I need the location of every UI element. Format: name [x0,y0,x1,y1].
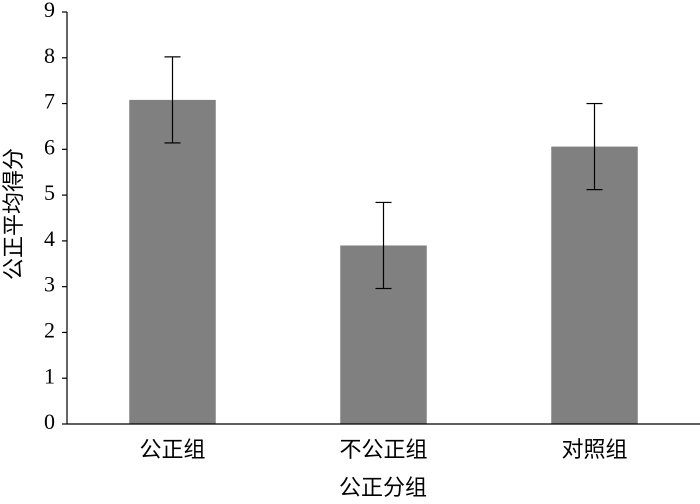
x-tick-label: 不公正组 [339,437,427,462]
y-tick-label: 1 [44,363,55,388]
y-tick-label: 4 [44,226,55,251]
bar [551,146,638,424]
y-tick-label: 0 [44,409,55,434]
y-tick-label: 2 [44,317,55,342]
x-tick-label: 对照组 [561,437,627,462]
y-tick-label: 9 [44,0,55,22]
x-axis-label: 公正分组 [339,475,427,500]
y-tick-label: 3 [44,272,55,297]
y-tick-label: 7 [44,89,55,114]
y-axis-label: 公正平均得分 [1,148,26,280]
y-tick-label: 8 [44,43,55,68]
x-tick-label: 公正组 [139,437,205,462]
y-tick-label: 6 [44,134,55,159]
bar [129,99,216,424]
y-tick-label: 5 [44,180,55,205]
